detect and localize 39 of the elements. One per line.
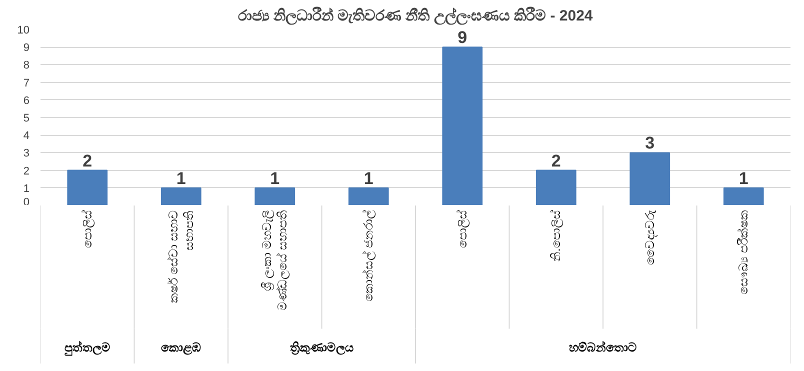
data-label: 1 [270, 168, 280, 188]
x-tick-label: කොන්සල් ජනරාල් [362, 210, 377, 302]
text: කොළඹ [161, 340, 202, 357]
bar [348, 187, 389, 205]
y-tick-label: 6 [23, 94, 30, 107]
text: පුත්තලම [64, 340, 110, 357]
bar [254, 187, 296, 205]
chart-title: රාජ්‍ය නිලධාරීන් මැතිවරණ නීති උල්ලංඝණය කිරීම - 2024 [238, 6, 594, 26]
bar [442, 46, 483, 205]
x-tick-label: සෞඛ්‍ය පරීක්ෂක [736, 210, 751, 295]
x-tick-label: පොලිස් [80, 210, 96, 248]
y-tick-label: 1 [23, 182, 30, 195]
y-tick-label: 7 [23, 77, 30, 90]
text: හම්බන්තොට [569, 340, 637, 355]
y-tick-label: 3 [23, 148, 30, 160]
x-tick-label: වෛද්‍යවරු [642, 209, 657, 266]
bar [536, 170, 576, 205]
y-tick-label: 5 [23, 112, 30, 124]
bar [723, 187, 764, 205]
y-tick-label: 4 [23, 130, 30, 142]
bar [630, 152, 670, 205]
x-tick-label: පොලිස් [455, 210, 470, 248]
x-tick-label: නි.පොලිස් [549, 210, 564, 262]
data-label: 3 [645, 134, 655, 153]
y-tick-label: 8 [23, 60, 30, 72]
x-tick-label: කර්ෂ සේවා සභාව සභාපති [166, 210, 196, 303]
bar [160, 187, 202, 205]
x-tick-label: ශ්‍රී ලංකා මහවැලි මණ්ඩලයේ සභාපති [260, 210, 291, 311]
data-label: 1 [364, 168, 374, 188]
data-label: 2 [82, 151, 92, 170]
y-tick-label: 2 [23, 165, 30, 178]
text: ත්‍රිකුණාමලය [290, 340, 354, 357]
data-label: 1 [176, 168, 186, 188]
data-label: 1 [738, 168, 748, 188]
data-label: 2 [551, 151, 561, 170]
y-tick-label: 10 [17, 24, 30, 36]
bar [67, 170, 108, 205]
data-label: 9 [458, 28, 468, 48]
y-tick-label: 9 [23, 42, 30, 54]
